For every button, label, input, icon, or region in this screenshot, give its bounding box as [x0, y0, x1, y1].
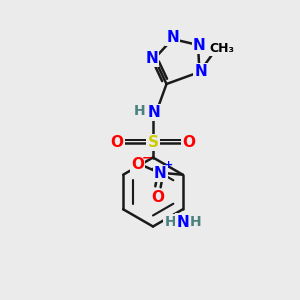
Text: N: N	[193, 38, 206, 52]
Text: N: N	[154, 166, 167, 181]
Text: N: N	[166, 30, 179, 45]
Text: −: −	[142, 151, 152, 164]
Text: N: N	[176, 214, 189, 230]
Text: N: N	[148, 105, 161, 120]
Text: H: H	[134, 104, 145, 118]
Text: H: H	[164, 215, 176, 229]
Text: O: O	[151, 190, 164, 205]
Text: N: N	[145, 51, 158, 66]
Text: N: N	[195, 64, 207, 80]
Text: O: O	[131, 157, 144, 172]
Text: H: H	[190, 215, 201, 229]
Text: O: O	[110, 135, 124, 150]
Text: S: S	[148, 135, 158, 150]
Text: CH₃: CH₃	[209, 41, 235, 55]
Text: +: +	[164, 160, 173, 170]
Text: O: O	[182, 135, 196, 150]
